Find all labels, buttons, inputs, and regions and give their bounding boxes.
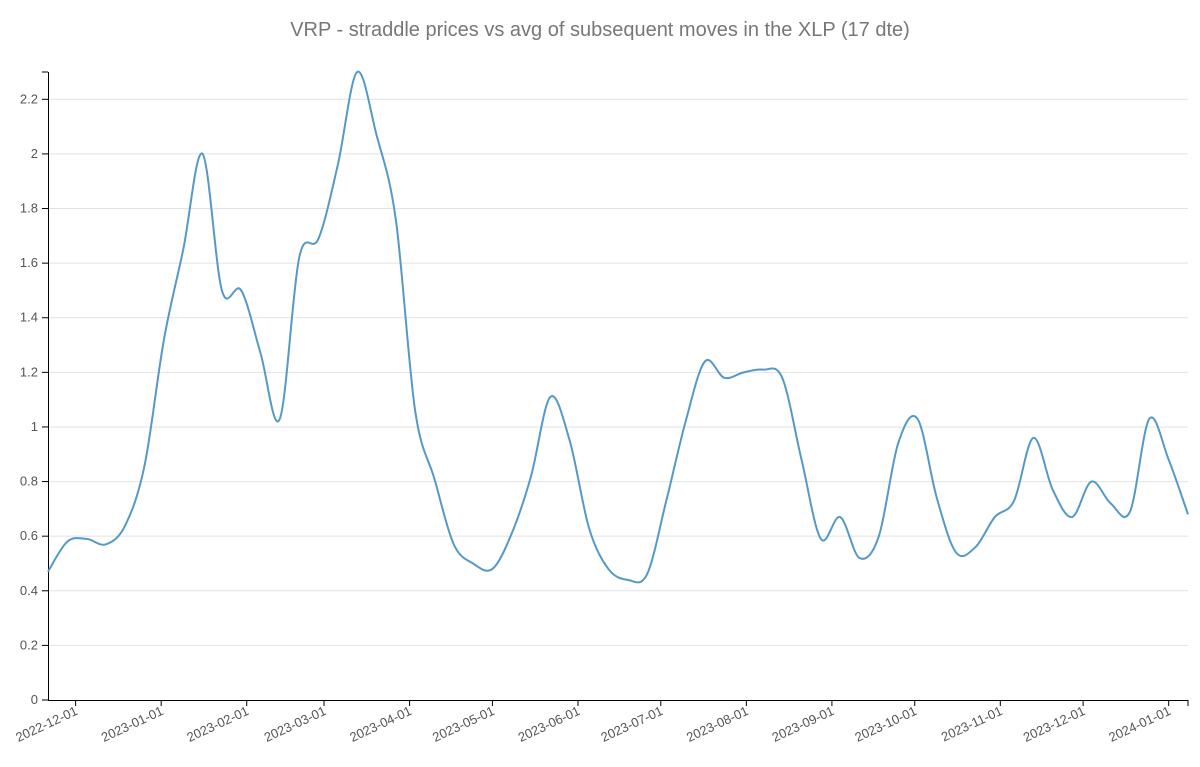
y-tick-label: 0.6 (20, 528, 38, 543)
x-tick-label: 2023-03-01 (262, 703, 329, 745)
x-tick-label: 2023-05-01 (430, 703, 497, 745)
gridlines (48, 98, 1188, 646)
y-tick-label: 0.2 (20, 637, 38, 652)
y-axis: 0 0.2 0.4 0.6 0.8 1 1.2 1.4 1.6 1.8 2 2.2 (20, 71, 49, 707)
y-tick-label: 0.8 (20, 474, 38, 489)
x-axis: 2022-12-01 2023-01-01 2023-02-01 2023-03-01… (13, 700, 1189, 745)
y-tick-label: 1 (31, 419, 38, 434)
x-tick-label: 2023-07-01 (598, 703, 665, 745)
y-tick-label: 1.2 (20, 364, 38, 379)
y-tick-label: 0.4 (20, 583, 38, 598)
series-line (47, 70, 1189, 584)
chart-title: VRP - straddle prices vs avg of subseque… (290, 19, 910, 41)
x-tick-label: 2023-08-01 (684, 703, 751, 745)
x-tick-label: 2023-06-01 (516, 703, 583, 745)
y-tick-label: 2.2 (20, 91, 38, 106)
plot-area (47, 70, 1189, 584)
x-tick-label: 2023-12-01 (1021, 703, 1088, 745)
x-tick-label: 2023-04-01 (347, 703, 414, 745)
y-tick-label: 1.8 (20, 201, 38, 216)
x-tick-label: 2022-12-01 (13, 703, 80, 745)
y-tick-label: 0 (31, 692, 38, 707)
y-tick-label: 1.6 (20, 255, 38, 270)
x-tick-label: 2023-09-01 (770, 703, 837, 745)
x-tick-label: 2024-01-01 (1106, 703, 1173, 745)
y-tick-label: 2 (31, 146, 38, 161)
x-tick-label: 2023-10-01 (852, 703, 919, 745)
x-tick-label: 2023-11-01 (939, 703, 1005, 744)
x-tick-label: 2023-01-01 (99, 703, 166, 745)
x-tick-label: 2023-02-01 (184, 703, 251, 745)
y-tick-label: 1.4 (20, 310, 38, 325)
